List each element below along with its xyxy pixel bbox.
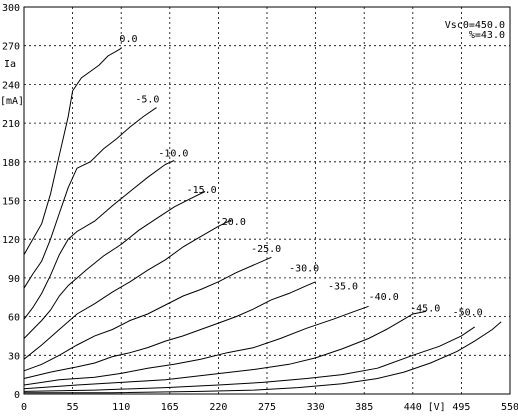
y-tick-label: 210 [2, 119, 20, 130]
series-label: -15.0 [187, 185, 217, 196]
y-tick-label: 240 [2, 80, 20, 91]
series-label: 0.0 [119, 34, 137, 45]
y-tick-label: 0 [14, 390, 20, 401]
x-tick-label: 275 [258, 402, 276, 413]
series-label: -35.0 [328, 282, 358, 293]
y-tick-label: 150 [2, 197, 20, 208]
y-tick-label: 30 [8, 351, 20, 362]
series-line [23, 326, 475, 392]
y-tick-label: 180 [2, 158, 20, 169]
series-line [23, 310, 427, 390]
x-unit-label: [V] [428, 402, 446, 413]
x-tick-label: 0 [21, 402, 27, 413]
x-tick-label: 385 [355, 402, 373, 413]
y-unit-label: [mA] [0, 96, 24, 107]
x-tick-label: 440 [404, 402, 422, 413]
y-tick-label: 300 [2, 3, 20, 14]
series-label: -5.0 [135, 94, 159, 105]
x-tick-label: 55 [67, 402, 79, 413]
series-label: -40.0 [369, 292, 399, 303]
series-line [23, 256, 272, 372]
x-tick-label: 220 [209, 402, 227, 413]
series-line [23, 191, 206, 339]
series-label: -30.0 [289, 263, 319, 274]
series-line [24, 321, 502, 394]
plot-frame [23, 6, 511, 395]
y-tick-label: 60 [8, 313, 20, 324]
y-tick-label: 90 [8, 274, 20, 285]
y-tick-label: 270 [2, 42, 20, 53]
series-line [23, 281, 316, 379]
annotation-text: %=43.0 [469, 30, 505, 41]
series-label: -10.0 [158, 149, 188, 160]
series-label: -20.0 [216, 217, 246, 228]
series-line [23, 107, 157, 289]
y-axis-label: Ia [4, 59, 16, 70]
series-line [23, 305, 369, 386]
y-tick-label: 120 [2, 235, 20, 246]
x-tick-label: 165 [161, 402, 179, 413]
series-label: -50.0 [453, 307, 483, 318]
series-line [23, 160, 175, 320]
x-tick-label: 495 [452, 402, 470, 413]
x-tick-label: 110 [112, 402, 130, 413]
series-line [23, 47, 122, 255]
series-label: -25.0 [251, 244, 281, 255]
annotation-text: Vsc0=450.0 [445, 20, 505, 31]
series-line [23, 219, 232, 360]
x-tick-label: 550 [501, 402, 518, 413]
x-tick-label: 330 [307, 402, 325, 413]
series-label: -45.0 [410, 303, 440, 314]
